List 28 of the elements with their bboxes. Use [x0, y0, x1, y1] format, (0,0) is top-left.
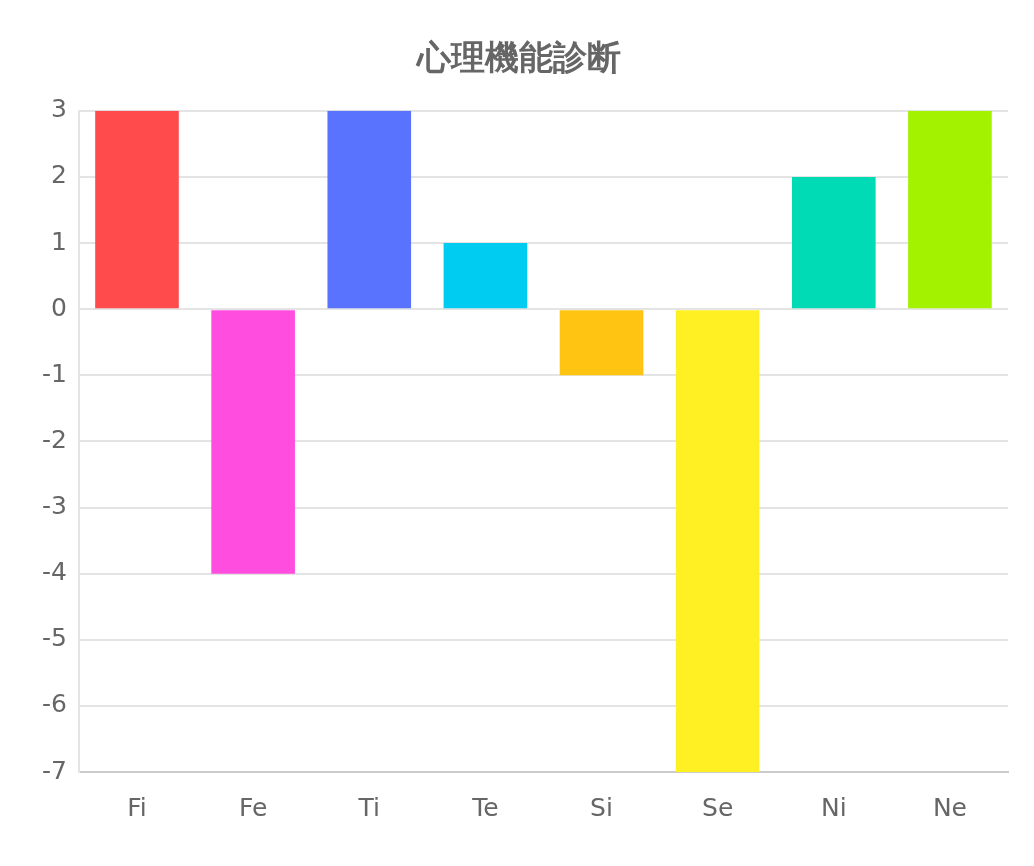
y-tick-label: 1	[51, 226, 67, 256]
x-tick-label: Fe	[238, 792, 268, 822]
y-tick-label: 3	[51, 94, 67, 124]
y-tick-label: -4	[41, 557, 67, 587]
bar	[791, 176, 876, 309]
y-tick-label: -3	[41, 491, 67, 521]
chart-title: 心理機能診断	[415, 37, 621, 78]
x-tick-label: Ti	[357, 792, 380, 822]
bar	[327, 110, 412, 309]
bar	[211, 310, 295, 574]
x-tick-label: Te	[471, 792, 499, 822]
x-tick-label: Ne	[932, 792, 967, 822]
bar	[559, 310, 644, 376]
bar	[908, 110, 992, 309]
y-tick-label: -2	[41, 424, 67, 454]
bar	[443, 243, 528, 309]
x-tick-label: Si	[590, 792, 613, 822]
y-tick-label: -7	[41, 755, 67, 785]
x-tick-label: Se	[702, 792, 734, 822]
y-tick-label: -5	[41, 623, 67, 653]
y-tick-label: -6	[41, 689, 67, 719]
x-tick-label: Ni	[820, 792, 847, 822]
bar	[95, 110, 179, 309]
x-tick-label: Fi	[127, 792, 147, 822]
y-tick-label: 2	[51, 160, 67, 190]
y-tick-label: 0	[51, 292, 67, 322]
bar	[675, 310, 760, 772]
y-tick-label: -1	[41, 358, 67, 388]
